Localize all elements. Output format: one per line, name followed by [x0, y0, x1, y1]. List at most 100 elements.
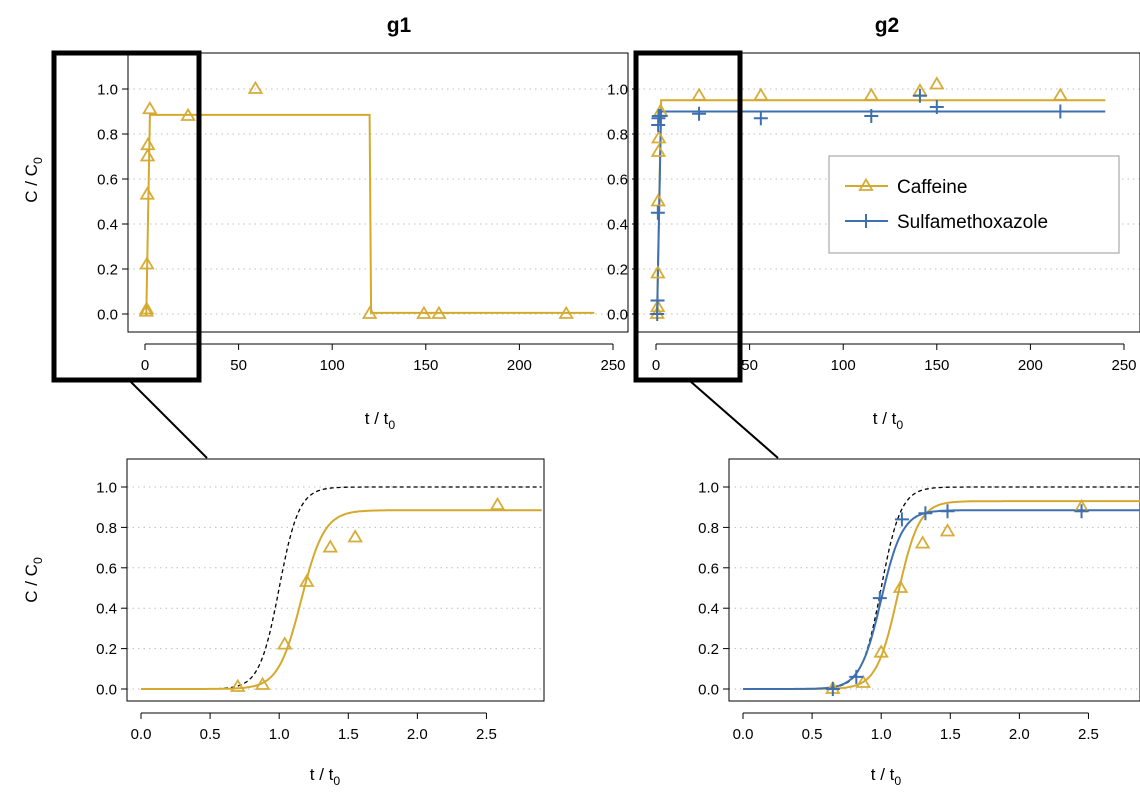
point-sulfamethoxazole	[918, 506, 933, 521]
x-tick-label: 50	[741, 357, 758, 374]
point-caffeine	[140, 136, 156, 151]
point-sulfamethoxazole	[849, 669, 864, 684]
panel-g2-zoom: 0.0 0.2 0.4 0.6 0.8 1.0 0.0 0.5 1.0 1.5 2.0 2.5 t / …	[698, 458, 1140, 788]
point-caffeine	[489, 496, 506, 511]
point-sulfamethoxazole	[650, 205, 665, 220]
x-tick-label: 100	[831, 357, 856, 374]
plot-frame	[728, 458, 1140, 702]
y-tick-label: 0.2	[607, 262, 628, 279]
point-caffeine	[691, 87, 707, 101]
point-caffeine	[873, 644, 889, 658]
point-caffeine	[892, 579, 909, 593]
y-tick-label: 0.8	[698, 520, 719, 537]
fit-line-caffeine	[141, 509, 542, 690]
point-caffeine	[139, 148, 156, 162]
x-tick-label: 1.5	[338, 726, 359, 743]
point-sulfamethoxazole	[825, 682, 840, 696]
point-sulfamethoxazole	[753, 111, 768, 126]
x-tick-label: 100	[320, 357, 345, 374]
point-caffeine	[347, 529, 363, 543]
legend-label: Sulfamethoxazole	[897, 212, 1048, 233]
y-tick-label: 0.8	[97, 127, 118, 144]
y-tick-label: 1.0	[607, 82, 628, 99]
x-axis-label: t / t0	[871, 765, 902, 788]
point-caffeine	[855, 674, 871, 688]
point-sulfamethoxazole	[650, 307, 665, 321]
fit-line-sulfamethoxazole	[743, 509, 1140, 690]
x-tick-label: 250	[600, 357, 625, 374]
y-tick-label: 0.8	[96, 520, 117, 537]
point-sulfamethoxazole	[1074, 504, 1089, 519]
x-axis-label: t / t0	[873, 409, 904, 432]
point-caffeine	[299, 573, 315, 587]
x-tick-label: 200	[1018, 357, 1043, 374]
panel-title: g1	[387, 14, 412, 37]
x-tick-label: 0	[141, 357, 149, 374]
point-sulfamethoxazole	[872, 591, 887, 606]
y-axis-label: C / C0	[22, 557, 45, 603]
data-area	[141, 486, 542, 690]
y-tick-label: 0.2	[698, 641, 719, 658]
x-axis-label: t / t0	[365, 409, 396, 432]
point-caffeine	[142, 100, 158, 115]
point-caffeine	[1052, 87, 1069, 101]
point-caffeine	[138, 301, 155, 315]
x-tick-label: 150	[413, 357, 438, 374]
zoom-frame-g1	[51, 50, 202, 383]
point-caffeine	[247, 80, 264, 94]
zoom-connector-g2	[689, 380, 779, 459]
y-tick-label: 0.2	[97, 262, 118, 279]
point-caffeine	[863, 87, 880, 101]
y-tick-label: 0.6	[698, 560, 719, 577]
point-caffeine	[650, 143, 667, 157]
point-caffeine	[650, 265, 666, 279]
legend-marker-triangle	[858, 177, 874, 191]
point-caffeine	[651, 130, 667, 144]
x-tick-label: 250	[1111, 357, 1136, 374]
panel-g1-main: 0.0 0.2 0.4 0.6 0.8 1.0 0 50 100 150 200 250 g1 t / t…	[22, 14, 629, 432]
y-tick-label: 0.2	[96, 641, 117, 658]
y-tick-label: 1.0	[96, 480, 117, 497]
x-tick-label: 2.0	[407, 726, 428, 743]
fit-line-caffeine	[743, 500, 1140, 690]
point-sulfamethoxazole	[650, 293, 665, 308]
y-tick-label: 1.0	[97, 82, 118, 99]
point-sulfamethoxazole	[894, 512, 909, 527]
x-tick-label: 0.5	[802, 726, 823, 743]
point-sulfamethoxazole	[912, 88, 927, 103]
panel-g1-zoom: 0.0 0.2 0.4 0.6 0.8 1.0 0.0 0.5 1.0 1.5 2.0 2.5 t / …	[22, 458, 545, 788]
point-caffeine	[431, 305, 447, 319]
y-axis-label: C / C0	[22, 157, 45, 203]
zoom-connector-g1	[129, 380, 208, 459]
x-tick-label: 150	[924, 357, 949, 374]
point-caffeine	[322, 539, 339, 553]
point-caffeine	[139, 186, 155, 200]
point-caffeine	[276, 636, 293, 650]
plots-layer: 0.0 0.2 0.4 0.6 0.8 1.0 0 50 100 150 200 250 g1 t / t…	[22, 14, 1140, 788]
ideal-curve	[217, 486, 542, 690]
y-tick-label: 0.6	[607, 172, 628, 189]
legend-label: Caffeine	[897, 177, 967, 198]
y-tick-label: 0.6	[97, 172, 118, 189]
x-tick-label: 0	[652, 357, 660, 374]
y-tick-label: 0.4	[607, 217, 628, 234]
point-caffeine	[180, 107, 196, 121]
x-tick-label: 0.5	[200, 726, 221, 743]
point-caffeine	[929, 76, 945, 90]
x-tick-label: 0.0	[131, 726, 152, 743]
x-tick-label: 1.0	[269, 726, 290, 743]
point-sulfamethoxazole	[940, 504, 955, 519]
ideal-curve	[819, 486, 1140, 690]
y-tick-label: 0.4	[698, 601, 719, 618]
y-tick-label: 0.0	[698, 682, 719, 699]
point-caffeine	[939, 523, 956, 537]
x-tick-label: 1.5	[940, 726, 961, 743]
x-tick-label: 50	[230, 357, 247, 374]
point-caffeine	[361, 305, 378, 319]
data-area	[743, 486, 1140, 690]
zoom-frame-g2	[633, 50, 743, 383]
point-caffeine	[139, 256, 155, 270]
y-tick-label: 0.0	[97, 307, 118, 324]
